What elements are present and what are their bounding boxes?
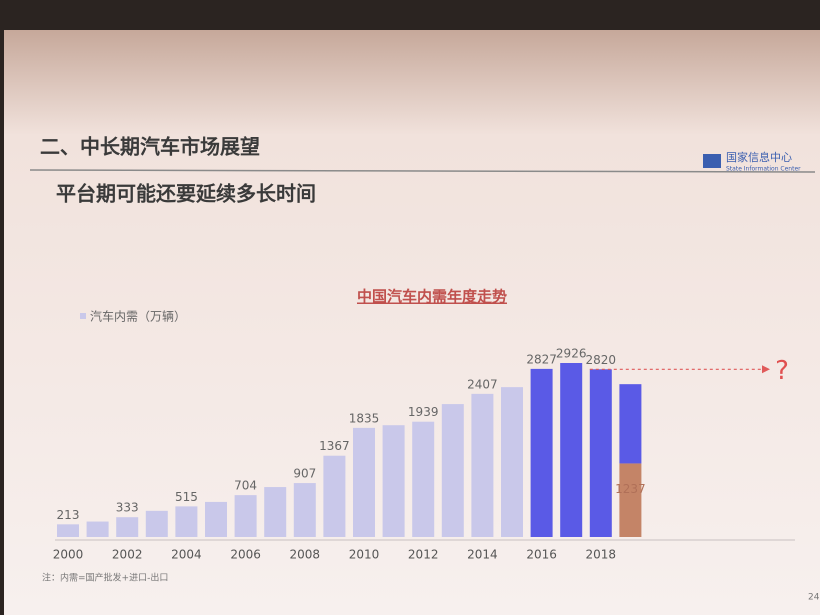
annotation: ? <box>775 356 789 386</box>
note: 注：内需=国产批发+进口-出口 <box>42 572 168 584</box>
bar <box>619 463 642 537</box>
data-label: 1367 <box>319 439 350 453</box>
bar <box>619 384 642 464</box>
logo-text: 国家信息中心 <box>726 150 792 164</box>
x-tick-label: 2016 <box>526 548 557 562</box>
data-label: 1835 <box>349 411 380 425</box>
data-label: 1939 <box>408 405 439 419</box>
data-label: 2820 <box>586 353 617 367</box>
x-tick-label: 2008 <box>290 548 321 562</box>
page-number: 24 <box>808 593 820 603</box>
x-tick-label: 2014 <box>467 548 498 562</box>
bar <box>57 524 79 537</box>
slide <box>4 30 820 615</box>
bar <box>501 387 523 537</box>
slide-title: 二、中长期汽车市场展望 <box>40 135 260 159</box>
bar <box>175 506 198 537</box>
x-tick-label: 2000 <box>53 548 84 562</box>
slide-subtitle: 平台期可能还要延续多长时间 <box>56 182 316 206</box>
bar <box>441 404 464 537</box>
x-tick-label: 2002 <box>112 548 143 562</box>
bar <box>323 455 346 537</box>
data-label: 213 <box>57 508 80 522</box>
bar <box>205 501 227 537</box>
data-label: 704 <box>234 479 257 493</box>
x-tick-label: 2006 <box>230 548 261 562</box>
logo-text-en: State Information Center <box>726 166 801 173</box>
legend-swatch <box>80 313 86 319</box>
chart-title: 中国汽车内需年度走势 <box>357 288 507 306</box>
data-label: 907 <box>293 467 316 481</box>
arrow-head <box>762 365 770 374</box>
bar <box>589 369 612 537</box>
x-tick-label: 2018 <box>586 548 617 562</box>
x-tick-label: 2012 <box>408 548 439 562</box>
bar <box>264 487 287 537</box>
bar <box>116 517 139 537</box>
bar <box>353 427 375 537</box>
bar <box>471 393 494 537</box>
title-rule <box>29 169 816 173</box>
bar <box>86 521 109 537</box>
bar <box>560 363 583 537</box>
bar <box>382 425 405 537</box>
bar <box>530 368 553 537</box>
bar <box>145 510 168 537</box>
x-tick-label: 2004 <box>171 548 202 562</box>
x-tick-label: 2010 <box>349 548 380 562</box>
data-label: 2407 <box>467 377 498 391</box>
bar <box>234 495 257 537</box>
legend-label: 汽车内需（万辆） <box>90 309 186 324</box>
data-label: 515 <box>175 490 198 504</box>
data-label: 1237 <box>615 482 646 496</box>
data-label: 333 <box>116 501 139 515</box>
bar <box>293 483 316 537</box>
data-label: 2926 <box>556 347 587 361</box>
logo-icon <box>703 154 721 168</box>
data-label: 2827 <box>526 352 557 366</box>
bar <box>412 421 435 537</box>
